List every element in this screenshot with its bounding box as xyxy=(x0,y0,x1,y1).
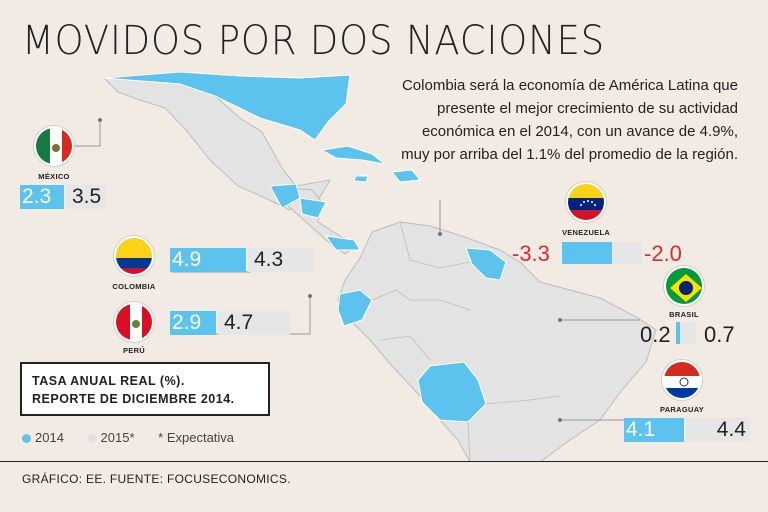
map-central-honduras xyxy=(299,197,327,219)
legend: 2014 2015* * Expectativa xyxy=(22,430,244,445)
colombia-flag-icon xyxy=(114,236,154,276)
bar-2015-peru: 4.7 xyxy=(218,311,290,335)
legend-dot-2015-icon xyxy=(87,434,97,444)
legend-item-2015: 2015* xyxy=(87,430,145,445)
value-2015-venezuela: -2.0 xyxy=(644,241,682,266)
value-2014-peru: 2.9 xyxy=(172,311,202,334)
value-2014-colombia: 4.9 xyxy=(172,248,202,271)
bar-2015-brazil xyxy=(680,322,696,344)
value-2014-brazil: 0.2 xyxy=(640,322,671,347)
bar-2014-peru: 2.9 xyxy=(170,311,216,335)
bar-2015-paraguay: 4.4 xyxy=(686,418,750,442)
value-2015-peru: 4.7 xyxy=(224,311,254,334)
mexico-flag-icon xyxy=(34,126,74,166)
bar-2014-venezuela xyxy=(562,242,612,264)
note-line-2: REPORTE DE DICIEMBRE 2014. xyxy=(32,392,235,406)
bar-2014-brazil xyxy=(676,322,680,344)
bar-2014-mexico: 2.3 xyxy=(20,185,64,209)
bar-2015-venezuela xyxy=(612,242,642,264)
latin-america-map xyxy=(57,71,657,462)
value-2014-venezuela: -3.3 xyxy=(512,241,550,266)
map-caribbean-jamaica xyxy=(353,175,369,183)
source-text: GRÁFICO: EE. FUENTE: FOCUSECONOMICS. xyxy=(22,472,291,486)
note-box: TASA ANUAL REAL (%). REPORTE DE DICIEMBR… xyxy=(20,362,270,416)
description-text: Colombia será la economía de América Lat… xyxy=(401,77,738,163)
value-2014-paraguay: 4.1 xyxy=(626,418,656,441)
map-central-panama xyxy=(324,235,361,251)
value-2015-brazil: 0.7 xyxy=(704,322,735,347)
legend-dot-2014-icon xyxy=(22,434,31,444)
bar-2014-paraguay: 4.1 xyxy=(624,418,684,442)
map-guyanas xyxy=(465,247,507,281)
note-line-1: TASA ANUAL REAL (%). xyxy=(32,374,185,388)
country-label-venezuela: VENEZUELA xyxy=(561,228,611,237)
map-usa-top xyxy=(103,71,351,141)
page-title: MOVIDOS POR DOS NACIONES xyxy=(22,18,606,64)
brazil-flag-icon xyxy=(664,266,704,306)
footer-divider xyxy=(0,461,768,462)
value-2014-mexico: 2.3 xyxy=(22,185,52,208)
bar-2014-colombia: 4.9 xyxy=(170,248,246,272)
bar-2015-colombia: 4.3 xyxy=(248,248,314,272)
country-label-peru: PERÚ xyxy=(122,346,146,355)
peru-flag-icon xyxy=(114,302,154,342)
paraguay-flag-icon xyxy=(662,360,702,400)
value-2015-colombia: 4.3 xyxy=(254,248,284,271)
country-label-mexico: MÉXICO xyxy=(38,172,70,181)
map-caribbean-cuba xyxy=(320,145,386,165)
map-ecuador xyxy=(337,289,373,327)
map-caribbean-hispaniola xyxy=(391,169,421,183)
country-label-paraguay: PARAGUAY xyxy=(659,405,705,414)
bar-2015-mexico: 3.5 xyxy=(66,185,106,209)
legend-expectation: * Expectativa xyxy=(158,430,235,445)
country-label-brazil: BRASIL xyxy=(669,310,699,319)
value-2015-mexico: 3.5 xyxy=(72,185,102,208)
venezuela-flag-icon xyxy=(566,182,606,222)
value-2015-paraguay: 4.4 xyxy=(716,418,746,441)
legend-item-2014: 2014 xyxy=(22,430,74,445)
country-label-colombia: COLOMBIA xyxy=(112,282,156,291)
